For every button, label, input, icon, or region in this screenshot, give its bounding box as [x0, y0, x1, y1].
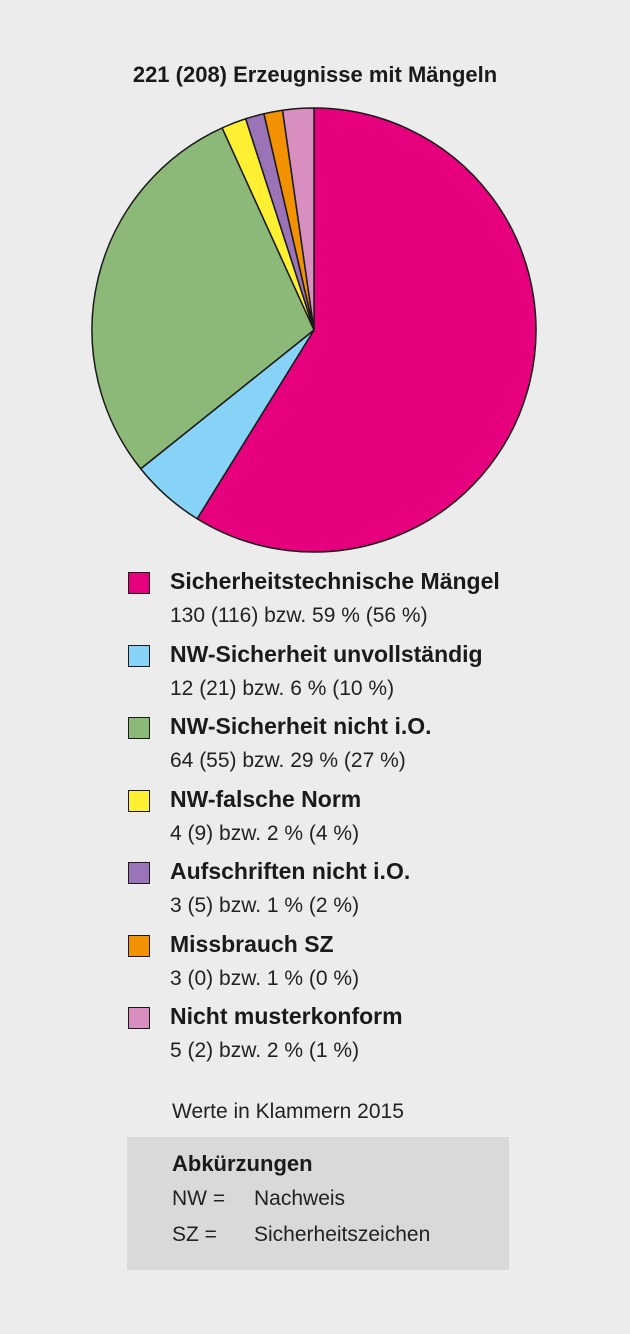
legend-value: 64 (55) bzw. 29 % (27 %) [170, 749, 406, 772]
legend-label: Missbrauch SZ [170, 930, 334, 957]
legend-value: 4 (9) bzw. 2 % (4 %) [170, 821, 360, 845]
legend-value: 5 (2) bzw. 2 % (1 %) [170, 1039, 360, 1062]
legend-label: Sicherheitstechnische Mängel [170, 568, 500, 594]
abbreviations-box: Abkürzungen NW = Nachweis SZ = Sicherhei… [127, 1137, 509, 1270]
abbreviation-definition: Nachweis [254, 1187, 346, 1210]
chart-title: 221 (208) Erzeugnisse mit Mängeln [132, 62, 498, 87]
legend-item-nicht-musterkonform: Nicht musterkonform 5 (2) bzw. 2 % (1 %) [128, 1003, 608, 1076]
legend-value: 3 (0) bzw. 1 % (0 %) [170, 966, 360, 990]
legend-item-aufschriften-nicht-io: Aufschriften nicht i.O. 3 (5) bzw. 1 % (… [128, 858, 608, 931]
legend-value: 3 (5) bzw. 1 % (2 %) [170, 894, 360, 917]
legend-value: 130 (116) bzw. 59 % (56 %) [170, 604, 428, 627]
pie-slice [281, 107, 315, 331]
legend-swatch [128, 644, 150, 667]
legend-swatch [128, 789, 150, 812]
legend-swatch [128, 934, 150, 957]
legend-item-missbrauch-sz: Missbrauch SZ 3 (0) bzw. 1 % (0 %) [128, 931, 608, 1004]
abbreviation-term: NW = [172, 1187, 226, 1210]
legend-swatch [128, 717, 150, 739]
pie-slice [196, 107, 537, 553]
pie-slice [91, 127, 315, 470]
legend-label: NW-Sicherheit unvollständig [170, 640, 483, 667]
legend-item-sicherheitstechnische-maengel: Sicherheitstechnische Mängel 130 (116) b… [128, 568, 608, 641]
legend-value: 12 (21) bzw. 6 % (10 %) [170, 676, 395, 700]
legend-swatch [128, 862, 150, 884]
abbreviation-term: SZ = [172, 1223, 217, 1246]
legend: Sicherheitstechnische Mängel 130 (116) b… [128, 568, 608, 1076]
legend-label: Aufschriften nicht i.O. [170, 858, 411, 884]
legend-label: NW-falsche Norm [170, 785, 362, 812]
legend-label: NW-Sicherheit nicht i.O. [170, 713, 432, 739]
legend-item-nw-sicherheit-nicht-io: NW-Sicherheit nicht i.O. 64 (55) bzw. 29… [128, 713, 608, 786]
legend-item-nw-sicherheit-unvollstaendig: NW-Sicherheit unvollständig 12 (21) bzw.… [128, 641, 608, 714]
legend-label: Nicht musterkonform [170, 1003, 403, 1029]
pie-chart [91, 107, 537, 553]
abbreviation-definition: Sicherheitszeichen [254, 1223, 431, 1246]
footnote: Werte in Klammern 2015 [172, 1100, 404, 1123]
legend-swatch [128, 572, 150, 594]
legend-item-nw-falsche-norm: NW-falsche Norm 4 (9) bzw. 2 % (4 %) [128, 786, 608, 859]
abbreviations-heading: Abkürzungen [172, 1151, 313, 1176]
legend-swatch [128, 1007, 150, 1029]
